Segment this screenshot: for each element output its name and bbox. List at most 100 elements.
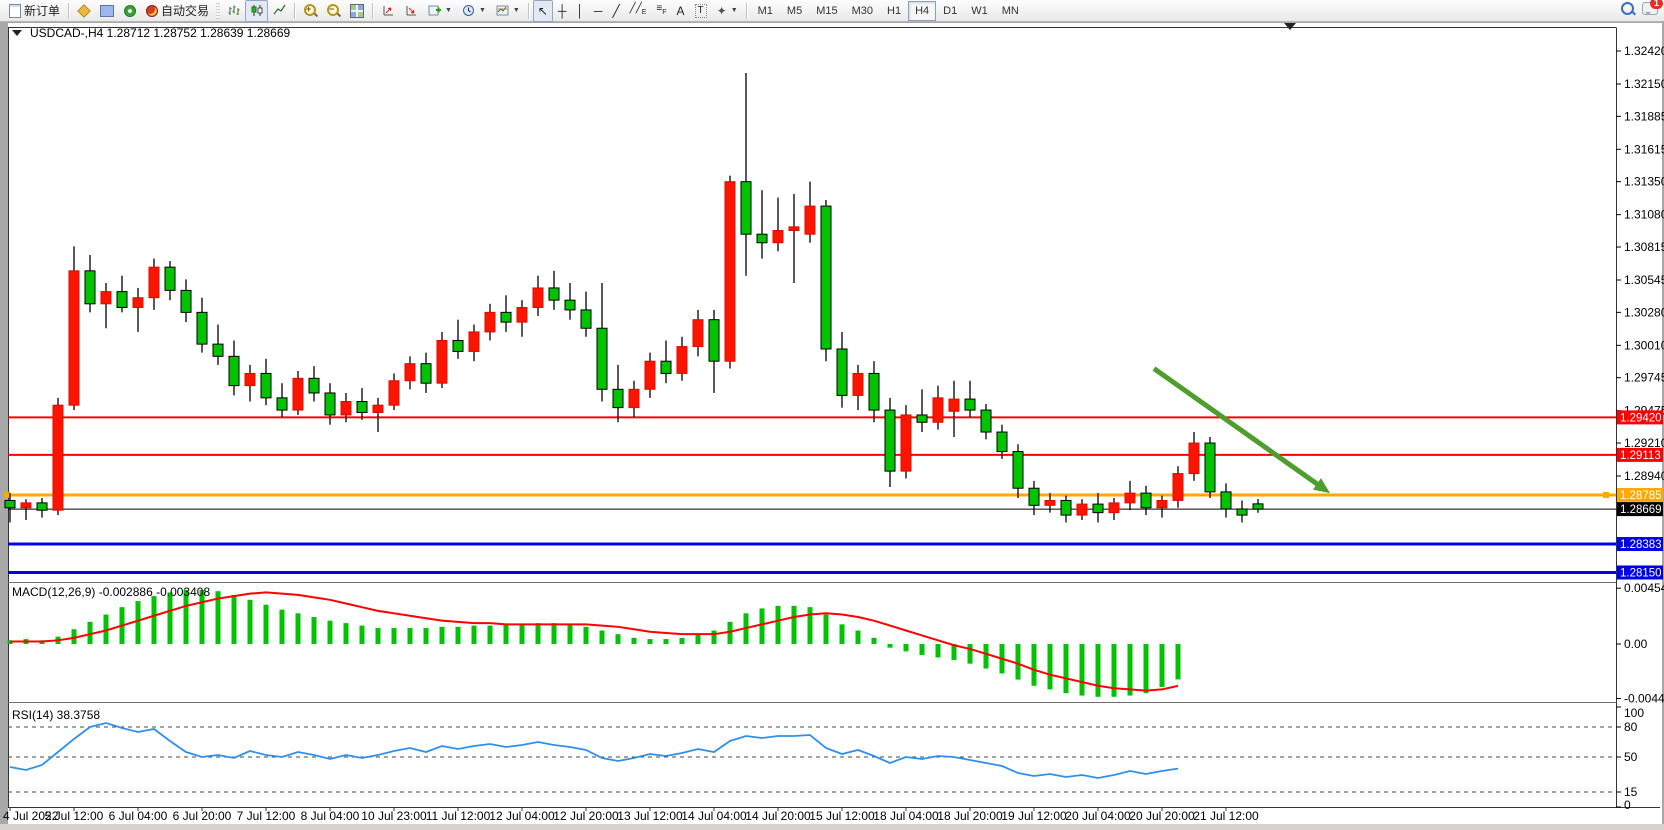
timeframe-button-m1[interactable]: M1 — [757, 4, 773, 17]
new-order-button[interactable]: 新订单 — [4, 0, 65, 22]
candle-body — [1252, 503, 1264, 510]
candle-body — [276, 397, 288, 411]
add-indicator-button[interactable]: ▼ — [423, 0, 457, 22]
expand-objects-icon[interactable] — [12, 30, 22, 36]
arrows-tool-button[interactable]: ✦ ▼ — [712, 0, 743, 22]
line-handle[interactable] — [4, 491, 10, 498]
autotrading-icon — [146, 4, 159, 17]
autotrading-button[interactable]: 自动交易 — [141, 0, 214, 22]
candle-body — [116, 291, 128, 308]
chart-canvas[interactable]: USDCAD-,H4 1.28712 1.28752 1.28639 1.286… — [0, 22, 1664, 830]
line-handle[interactable] — [1603, 491, 1609, 498]
macd-histogram-bar — [711, 630, 717, 644]
toolbar-grip — [216, 2, 221, 19]
candle-body — [772, 230, 784, 244]
market-button[interactable] — [73, 0, 95, 22]
macd-histogram-bar — [327, 620, 333, 644]
macd-pane[interactable]: MACD(12,26,9) -0.002886 -0.003408 0.00454… — [7, 581, 1664, 706]
candle-body — [660, 360, 672, 374]
chevron-down-icon: ▼ — [445, 7, 452, 14]
candle-body — [196, 311, 208, 345]
price-tick-label: 1.28940 — [1624, 469, 1664, 483]
chart-window: USDCAD-,H4 1.28712 1.28752 1.28639 1.286… — [0, 22, 1664, 830]
candle-body — [1124, 492, 1136, 504]
macd-histogram-bar — [519, 624, 525, 644]
macd-histogram-bar — [583, 626, 589, 644]
macd-histogram-bar — [871, 637, 877, 644]
macd-histogram-bar — [775, 605, 781, 644]
templates-button[interactable]: ▼ — [491, 0, 525, 22]
timeframe-button-m5[interactable]: M5 — [786, 4, 803, 17]
vertical-line-tool-button[interactable]: │ — [571, 0, 589, 22]
indicators-window-button[interactable] — [377, 0, 400, 22]
price-level-flag-text: 1.29420 — [1620, 412, 1662, 424]
chevron-down-icon: ▼ — [478, 7, 486, 14]
candle-body — [292, 377, 304, 411]
trend-arrow-shaft[interactable] — [1152, 366, 1322, 489]
codebase-button[interactable] — [95, 0, 119, 22]
timeframe-bar: M1 M5 M15 M30 H1 H4 D1 W1 MN — [751, 0, 1026, 21]
text-icon: A — [676, 3, 685, 18]
line-chart-mode-button[interactable] — [268, 0, 291, 22]
price-axis[interactable]: 1.32420 1.32150 1.31885 1.31615 1.31350 1.310… — [1616, 44, 1664, 580]
price-tick-label: 1.30545 — [1624, 273, 1664, 287]
timeframe-button-m30[interactable]: M30 — [851, 4, 874, 17]
arrows-icon: ✦ — [716, 3, 727, 18]
signals-button[interactable] — [119, 0, 141, 22]
macd-label: MACD(12,26,9) -0.002886 -0.003408 — [12, 585, 210, 599]
candle-body — [1204, 442, 1216, 493]
macd-histogram-bar — [1111, 644, 1117, 697]
timeframe-button-h1[interactable]: H1 — [887, 4, 902, 17]
price-level-flag-text: 1.28785 — [1620, 490, 1662, 502]
trendline-tool-button[interactable]: ╱ — [607, 0, 624, 22]
zoom-out-button[interactable]: − — [322, 0, 345, 22]
fibonacci-tool-button[interactable]: ≡F — [651, 0, 671, 22]
timeframe-button-d1[interactable]: D1 — [943, 4, 958, 17]
horizontal-line-tool-button[interactable]: ─ — [589, 0, 608, 22]
tile-windows-button[interactable] — [345, 0, 369, 22]
autotrading-label: 自动交易 — [161, 4, 210, 18]
text-tool-button[interactable]: A — [672, 0, 690, 22]
price-level-lines[interactable] — [4, 416, 1616, 574]
crosshair-tool-button[interactable]: ┼ — [553, 0, 572, 22]
notifications-icon[interactable]: 1 — [1642, 0, 1663, 15]
timeframe-button-m15[interactable]: M15 — [816, 4, 838, 17]
price-tick-label: 1.32420 — [1624, 44, 1664, 58]
candle-body — [1172, 473, 1184, 501]
price-tick-label: 1.31615 — [1624, 142, 1664, 156]
macd-histogram-bar — [87, 621, 93, 644]
timeframe-button-w1[interactable]: W1 — [971, 4, 988, 17]
macd-histogram-bar — [647, 639, 653, 644]
periods-button[interactable]: ▼ — [457, 0, 491, 22]
text-label-tool-button[interactable]: T — [690, 0, 712, 22]
notification-badge: 1 — [1650, 0, 1663, 9]
candle-body — [820, 205, 832, 350]
chart-shift-marker[interactable] — [1284, 23, 1296, 30]
channel-tool-button[interactable]: ╱╱E — [625, 0, 652, 22]
toolbar: 新订单 自动交易 + − ▼ — [0, 0, 1664, 22]
bar-chart-mode-button[interactable] — [222, 0, 245, 22]
macd-histogram-bar — [567, 624, 573, 644]
zoom-in-icon: + — [304, 4, 317, 17]
separator — [372, 2, 375, 19]
macd-histogram-bar — [903, 644, 909, 652]
trend-arrow[interactable] — [1152, 366, 1330, 494]
crosshair-icon: ┼ — [557, 3, 567, 18]
cursor-tool-button[interactable]: ↖ — [532, 0, 553, 22]
indicator-list-button[interactable] — [400, 0, 423, 22]
search-icon[interactable] — [1621, 2, 1634, 15]
zoom-in-button[interactable]: + — [299, 0, 322, 22]
macd-histogram-bar — [791, 605, 797, 644]
price-level-flag-text: 1.28669 — [1620, 504, 1662, 516]
candle-chart-mode-button[interactable] — [245, 0, 269, 22]
candle-body — [916, 414, 928, 423]
candle-body — [452, 339, 464, 352]
timeframe-button-mn[interactable]: MN — [1001, 4, 1019, 17]
template-icon — [496, 5, 509, 16]
separator — [527, 2, 530, 19]
macd-histogram-bar — [535, 623, 541, 644]
macd-axis-label: 0.004545 — [1624, 581, 1664, 595]
timeframe-button-h4[interactable]: H4 — [908, 0, 937, 21]
